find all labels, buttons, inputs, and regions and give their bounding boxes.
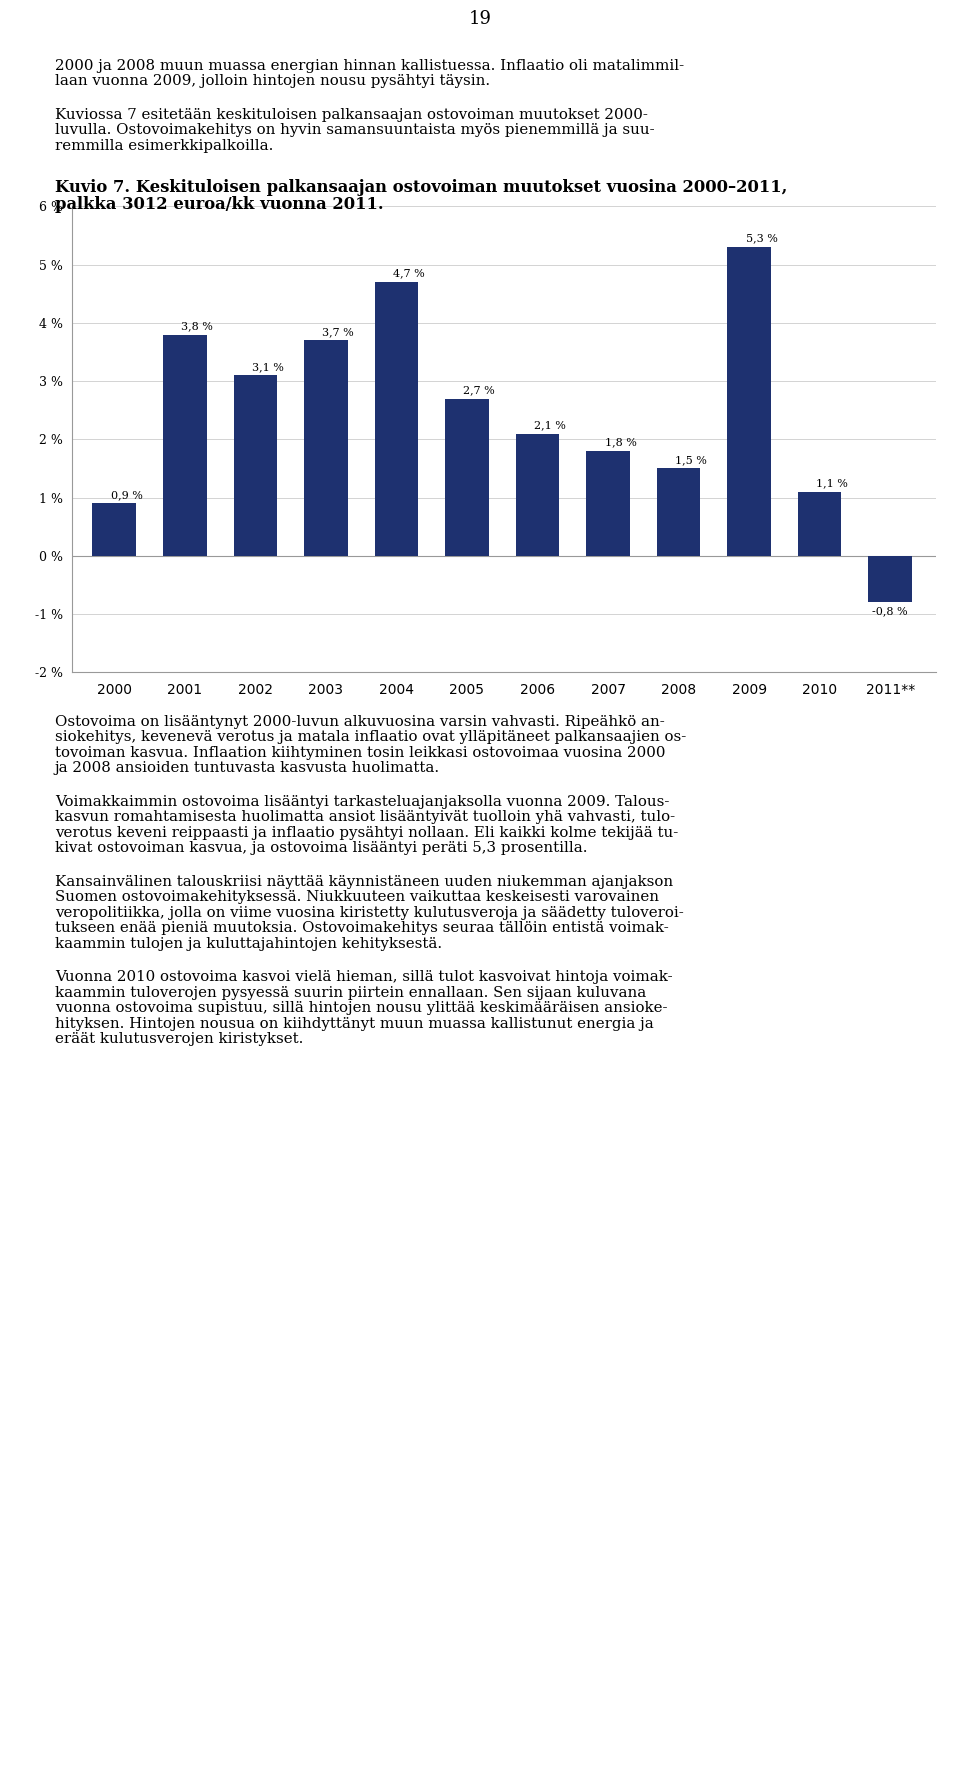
Text: Voimakkaimmin ostovoima lisääntyi tarkasteluajanjaksolla vuonna 2009. Talous-: Voimakkaimmin ostovoima lisääntyi tarkas…	[55, 795, 669, 809]
Text: kivat ostovoiman kasvua, ja ostovoima lisääntyi peräti 5,3 prosentilla.: kivat ostovoiman kasvua, ja ostovoima li…	[55, 841, 588, 855]
Text: palkka 3012 euroa/kk vuonna 2011.: palkka 3012 euroa/kk vuonna 2011.	[55, 196, 383, 213]
Text: veropolitiikka, jolla on viime vuosina kiristetty kulutusveroja ja säädetty tulo: veropolitiikka, jolla on viime vuosina k…	[55, 907, 684, 919]
Bar	[728, 247, 771, 557]
Text: 3,8 %: 3,8 %	[181, 322, 213, 331]
Bar	[163, 334, 206, 557]
Text: remmilla esimerkkipalkoilla.: remmilla esimerkkipalkoilla.	[55, 139, 273, 153]
Text: luvulla. Ostovoimakehitys on hyvin samansuuntaista myös pienemmillä ja suu-: luvulla. Ostovoimakehitys on hyvin saman…	[55, 123, 655, 137]
Bar	[92, 503, 136, 557]
Bar	[374, 283, 419, 557]
Bar	[516, 434, 560, 557]
Bar	[657, 468, 701, 557]
Text: Kansainvälinen talouskriisi näyttää käynnistäneen uuden niukemman ajanjakson: Kansainvälinen talouskriisi näyttää käyn…	[55, 875, 673, 889]
Text: -0,8 %: -0,8 %	[873, 606, 908, 617]
Text: vuonna ostovoima supistuu, sillä hintojen nousu ylittää keskimääräisen ansioke-: vuonna ostovoima supistuu, sillä hintoje…	[55, 1001, 667, 1015]
Text: kaammin tuloverojen pysyessä suurin piirtein ennallaan. Sen sijaan kuluvana: kaammin tuloverojen pysyessä suurin piir…	[55, 987, 646, 999]
Text: kaammin tulojen ja kuluttajahintojen kehityksestä.: kaammin tulojen ja kuluttajahintojen keh…	[55, 937, 442, 951]
Text: 3,7 %: 3,7 %	[323, 327, 354, 336]
Text: tovoiman kasvua. Inflaation kiihtyminen tosin leikkasi ostovoimaa vuosina 2000: tovoiman kasvua. Inflaation kiihtyminen …	[55, 747, 665, 759]
Text: 19: 19	[468, 9, 492, 28]
Text: Kuvio 7. Keskituloisen palkansaajan ostovoiman muutokset vuosina 2000–2011,: Kuvio 7. Keskituloisen palkansaajan osto…	[55, 180, 787, 196]
Text: Ostovoima on lisääntynyt 2000-luvun alkuvuosina varsin vahvasti. Ripeähkö an-: Ostovoima on lisääntynyt 2000-luvun alku…	[55, 715, 664, 729]
Text: Kuviossa 7 esitetään keskituloisen palkansaajan ostovoiman muutokset 2000-: Kuviossa 7 esitetään keskituloisen palka…	[55, 108, 648, 121]
Bar	[304, 340, 348, 557]
Text: 1,8 %: 1,8 %	[605, 437, 636, 448]
Text: 0,9 %: 0,9 %	[110, 491, 143, 500]
Text: 2000 ja 2008 muun muassa energian hinnan kallistuessa. Inflaatio oli matalimmil-: 2000 ja 2008 muun muassa energian hinnan…	[55, 59, 684, 73]
Text: 2,7 %: 2,7 %	[464, 386, 495, 395]
Text: laan vuonna 2009, jolloin hintojen nousu pysähtyi täysin.: laan vuonna 2009, jolloin hintojen nousu…	[55, 75, 490, 89]
Bar	[445, 398, 489, 557]
Text: hityksen. Hintojen nousua on kiihdyttänyt muun muassa kallistunut energia ja: hityksen. Hintojen nousua on kiihdyttäny…	[55, 1017, 654, 1031]
Text: verotus keveni reippaasti ja inflaatio pysähtyi nollaan. Eli kaikki kolme tekijä: verotus keveni reippaasti ja inflaatio p…	[55, 827, 678, 839]
Text: tukseen enää pieniä muutoksia. Ostovoimakehitys seuraa tällöin entistä voimak-: tukseen enää pieniä muutoksia. Ostovoima…	[55, 921, 668, 935]
Text: Suomen ostovoimakehityksessä. Niukkuuteen vaikuttaa keskeisesti varovainen: Suomen ostovoimakehityksessä. Niukkuutee…	[55, 891, 659, 905]
Text: 2,1 %: 2,1 %	[534, 420, 565, 430]
Text: 5,3 %: 5,3 %	[746, 233, 778, 244]
Text: kasvun romahtamisesta huolimatta ansiot lisääntyivät tuolloin yhä vahvasti, tulo: kasvun romahtamisesta huolimatta ansiot …	[55, 811, 675, 825]
Bar	[233, 375, 277, 557]
Text: 4,7 %: 4,7 %	[393, 268, 424, 279]
Text: eräät kulutusverojen kiristykset.: eräät kulutusverojen kiristykset.	[55, 1033, 303, 1047]
Text: 1,5 %: 1,5 %	[675, 455, 707, 466]
Text: 3,1 %: 3,1 %	[252, 361, 284, 372]
Bar	[798, 493, 842, 557]
Text: siokehitys, kevenevä verotus ja matala inflaatio ovat ylläpitäneet palkansaajien: siokehitys, kevenevä verotus ja matala i…	[55, 731, 686, 745]
Text: Vuonna 2010 ostovoima kasvoi vielä hieman, sillä tulot kasvoivat hintoja voimak-: Vuonna 2010 ostovoima kasvoi vielä hiema…	[55, 971, 672, 985]
Bar	[868, 557, 912, 603]
Text: ja 2008 ansioiden tuntuvasta kasvusta huolimatta.: ja 2008 ansioiden tuntuvasta kasvusta hu…	[55, 761, 440, 775]
Bar	[587, 452, 630, 557]
Text: 1,1 %: 1,1 %	[816, 478, 848, 489]
